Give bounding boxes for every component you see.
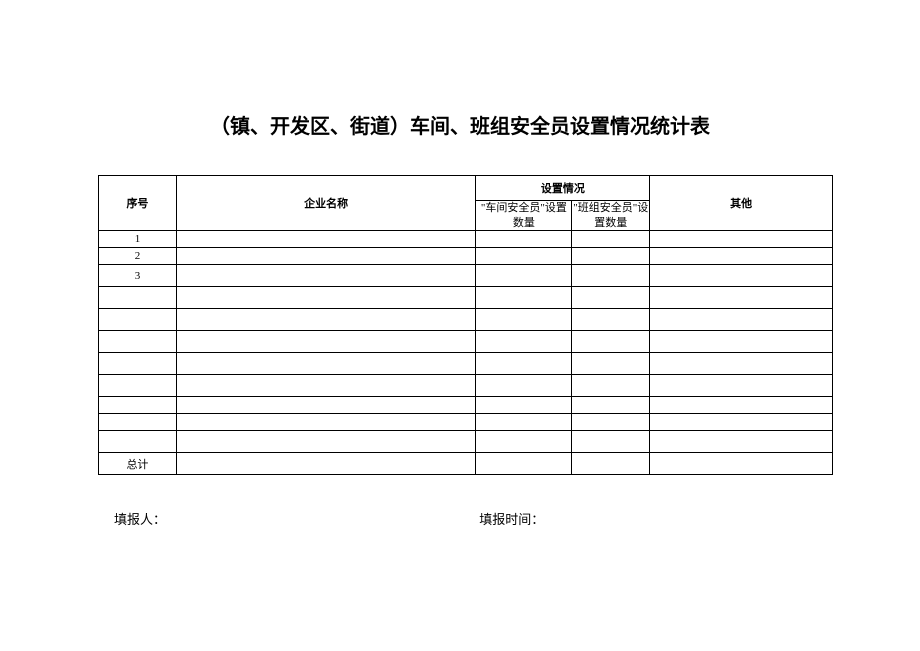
cell-seq bbox=[99, 375, 177, 397]
cell-company bbox=[176, 431, 476, 453]
cell-company bbox=[176, 287, 476, 309]
cell-company bbox=[176, 453, 476, 475]
cell-s2 bbox=[572, 331, 650, 353]
cell-s1 bbox=[476, 453, 572, 475]
cell-other bbox=[650, 397, 833, 414]
table-row bbox=[99, 397, 833, 414]
cell-seq bbox=[99, 331, 177, 353]
statistics-table: 序号 企业名称 设置情况 其他 "车间安全员"设置数量 "班组安全员"设置数量 … bbox=[98, 175, 833, 475]
cell-company bbox=[176, 397, 476, 414]
cell-seq bbox=[99, 414, 177, 431]
cell-seq-total: 总计 bbox=[99, 453, 177, 475]
table-header-row-1: 序号 企业名称 设置情况 其他 bbox=[99, 176, 833, 201]
table-row bbox=[99, 431, 833, 453]
cell-seq: 3 bbox=[99, 265, 177, 287]
cell-s2 bbox=[572, 397, 650, 414]
cell-s2 bbox=[572, 353, 650, 375]
cell-s2 bbox=[572, 265, 650, 287]
table-row: 1 bbox=[99, 231, 833, 248]
header-company: 企业名称 bbox=[176, 176, 476, 231]
cell-company bbox=[176, 248, 476, 265]
cell-other bbox=[650, 248, 833, 265]
cell-seq: 2 bbox=[99, 248, 177, 265]
cell-s2 bbox=[572, 453, 650, 475]
cell-s1 bbox=[476, 331, 572, 353]
table-row bbox=[99, 353, 833, 375]
cell-s2 bbox=[572, 287, 650, 309]
cell-seq bbox=[99, 309, 177, 331]
cell-other bbox=[650, 353, 833, 375]
cell-s2 bbox=[572, 431, 650, 453]
header-seq: 序号 bbox=[99, 176, 177, 231]
cell-company bbox=[176, 375, 476, 397]
cell-other bbox=[650, 414, 833, 431]
cell-s1 bbox=[476, 414, 572, 431]
cell-other bbox=[650, 309, 833, 331]
cell-s2 bbox=[572, 375, 650, 397]
cell-s1 bbox=[476, 231, 572, 248]
table-row: 2 bbox=[99, 248, 833, 265]
cell-company bbox=[176, 309, 476, 331]
table-row bbox=[99, 309, 833, 331]
cell-company bbox=[176, 265, 476, 287]
cell-other bbox=[650, 231, 833, 248]
cell-s2 bbox=[572, 248, 650, 265]
cell-company bbox=[176, 231, 476, 248]
page-title: （镇、开发区、街道）车间、班组安全员设置情况统计表 bbox=[0, 110, 920, 139]
table-row bbox=[99, 331, 833, 353]
table-body: 1 2 3 bbox=[99, 231, 833, 475]
cell-other bbox=[650, 331, 833, 353]
cell-s1 bbox=[476, 353, 572, 375]
cell-seq bbox=[99, 397, 177, 414]
footer: 填报人： 填报时间： bbox=[114, 509, 814, 528]
table-row bbox=[99, 414, 833, 431]
cell-s1 bbox=[476, 431, 572, 453]
cell-other bbox=[650, 431, 833, 453]
cell-seq bbox=[99, 431, 177, 453]
cell-seq: 1 bbox=[99, 231, 177, 248]
header-setting-2: "班组安全员"设置数量 bbox=[572, 201, 650, 231]
header-other: 其他 bbox=[650, 176, 833, 231]
cell-seq bbox=[99, 353, 177, 375]
cell-company bbox=[176, 331, 476, 353]
header-setting-group: 设置情况 bbox=[476, 176, 650, 201]
cell-s1 bbox=[476, 397, 572, 414]
cell-s1 bbox=[476, 248, 572, 265]
cell-s2 bbox=[572, 309, 650, 331]
time-label: 填报时间： bbox=[479, 509, 544, 528]
header-setting-1: "车间安全员"设置数量 bbox=[476, 201, 572, 231]
cell-other bbox=[650, 453, 833, 475]
cell-company bbox=[176, 353, 476, 375]
table-row-total: 总计 bbox=[99, 453, 833, 475]
cell-s1 bbox=[476, 309, 572, 331]
cell-s1 bbox=[476, 265, 572, 287]
cell-s2 bbox=[572, 231, 650, 248]
table-row bbox=[99, 287, 833, 309]
cell-other bbox=[650, 375, 833, 397]
table-row bbox=[99, 375, 833, 397]
table-row: 3 bbox=[99, 265, 833, 287]
cell-seq bbox=[99, 287, 177, 309]
cell-other bbox=[650, 265, 833, 287]
statistics-table-container: 序号 企业名称 设置情况 其他 "车间安全员"设置数量 "班组安全员"设置数量 … bbox=[98, 175, 833, 475]
cell-company bbox=[176, 414, 476, 431]
cell-s2 bbox=[572, 414, 650, 431]
cell-s1 bbox=[476, 375, 572, 397]
reporter-label: 填报人： bbox=[114, 509, 166, 528]
cell-s1 bbox=[476, 287, 572, 309]
cell-other bbox=[650, 287, 833, 309]
